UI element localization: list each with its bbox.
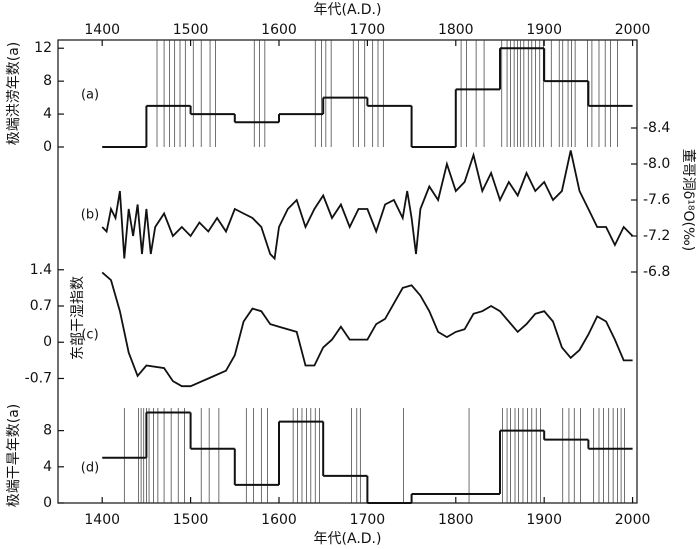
panel-label: (b) [81, 208, 99, 223]
x-tick-label: 1900 [526, 22, 562, 38]
data-line [101, 271, 633, 388]
y-tick-label: -8.0 [643, 156, 670, 172]
y-tick-label: 0 [43, 334, 52, 350]
x-tick-label: 1400 [84, 512, 120, 528]
x-tick-label: 1500 [173, 512, 209, 528]
x-tick-label: 1800 [438, 22, 474, 38]
x-tick-label: 1600 [261, 22, 297, 38]
y-tick-label: 8 [43, 73, 52, 89]
y-tick-label: -6.8 [643, 264, 670, 280]
y-axis-label: 极端洪涝年数(a) [6, 42, 22, 146]
y-axis-label: 极端干旱年数(a) [6, 404, 22, 508]
y-tick-label: 4 [43, 106, 52, 122]
y-tick-label: 4 [43, 459, 52, 475]
frame [57, 39, 638, 504]
x-tick-label: 2000 [615, 512, 651, 528]
x-tick-label: 2000 [615, 22, 651, 38]
x-tick-label: 1700 [350, 512, 386, 528]
x-tick-label: 1800 [438, 512, 474, 528]
x-axis-label: 年代(A.D.) [314, 531, 382, 547]
x-axis-label: 年代(A.D.) [314, 2, 382, 18]
panel-label: (d) [81, 461, 99, 476]
y-tick-label: 0 [43, 495, 52, 511]
panel-label: (a) [81, 88, 99, 103]
y-tick-label: 1.4 [30, 262, 52, 278]
y-axis-label: 东部干湿指数 [70, 276, 86, 360]
x-tick-label: 1400 [84, 22, 120, 38]
y-tick-label: 0 [43, 139, 52, 155]
data-line [101, 150, 634, 261]
x-tick-label: 1900 [526, 512, 562, 528]
y-tick-label: -0.7 [25, 370, 52, 386]
y-tick-label: -7.6 [643, 192, 670, 208]
y-axis-label: 董哥洞δ¹⁸O(‰) [680, 149, 696, 252]
panel-label: (c) [81, 328, 98, 343]
y-tick-label: 12 [34, 40, 52, 56]
x-tick-label: 1600 [261, 512, 297, 528]
y-tick-label: 8 [43, 423, 52, 439]
y-tick-label: -8.4 [643, 120, 670, 136]
y-tick-label: 0.7 [30, 298, 52, 314]
y-tick-label: -7.2 [643, 228, 670, 244]
x-tick-label: 1500 [173, 22, 209, 38]
x-tick-label: 1700 [350, 22, 386, 38]
